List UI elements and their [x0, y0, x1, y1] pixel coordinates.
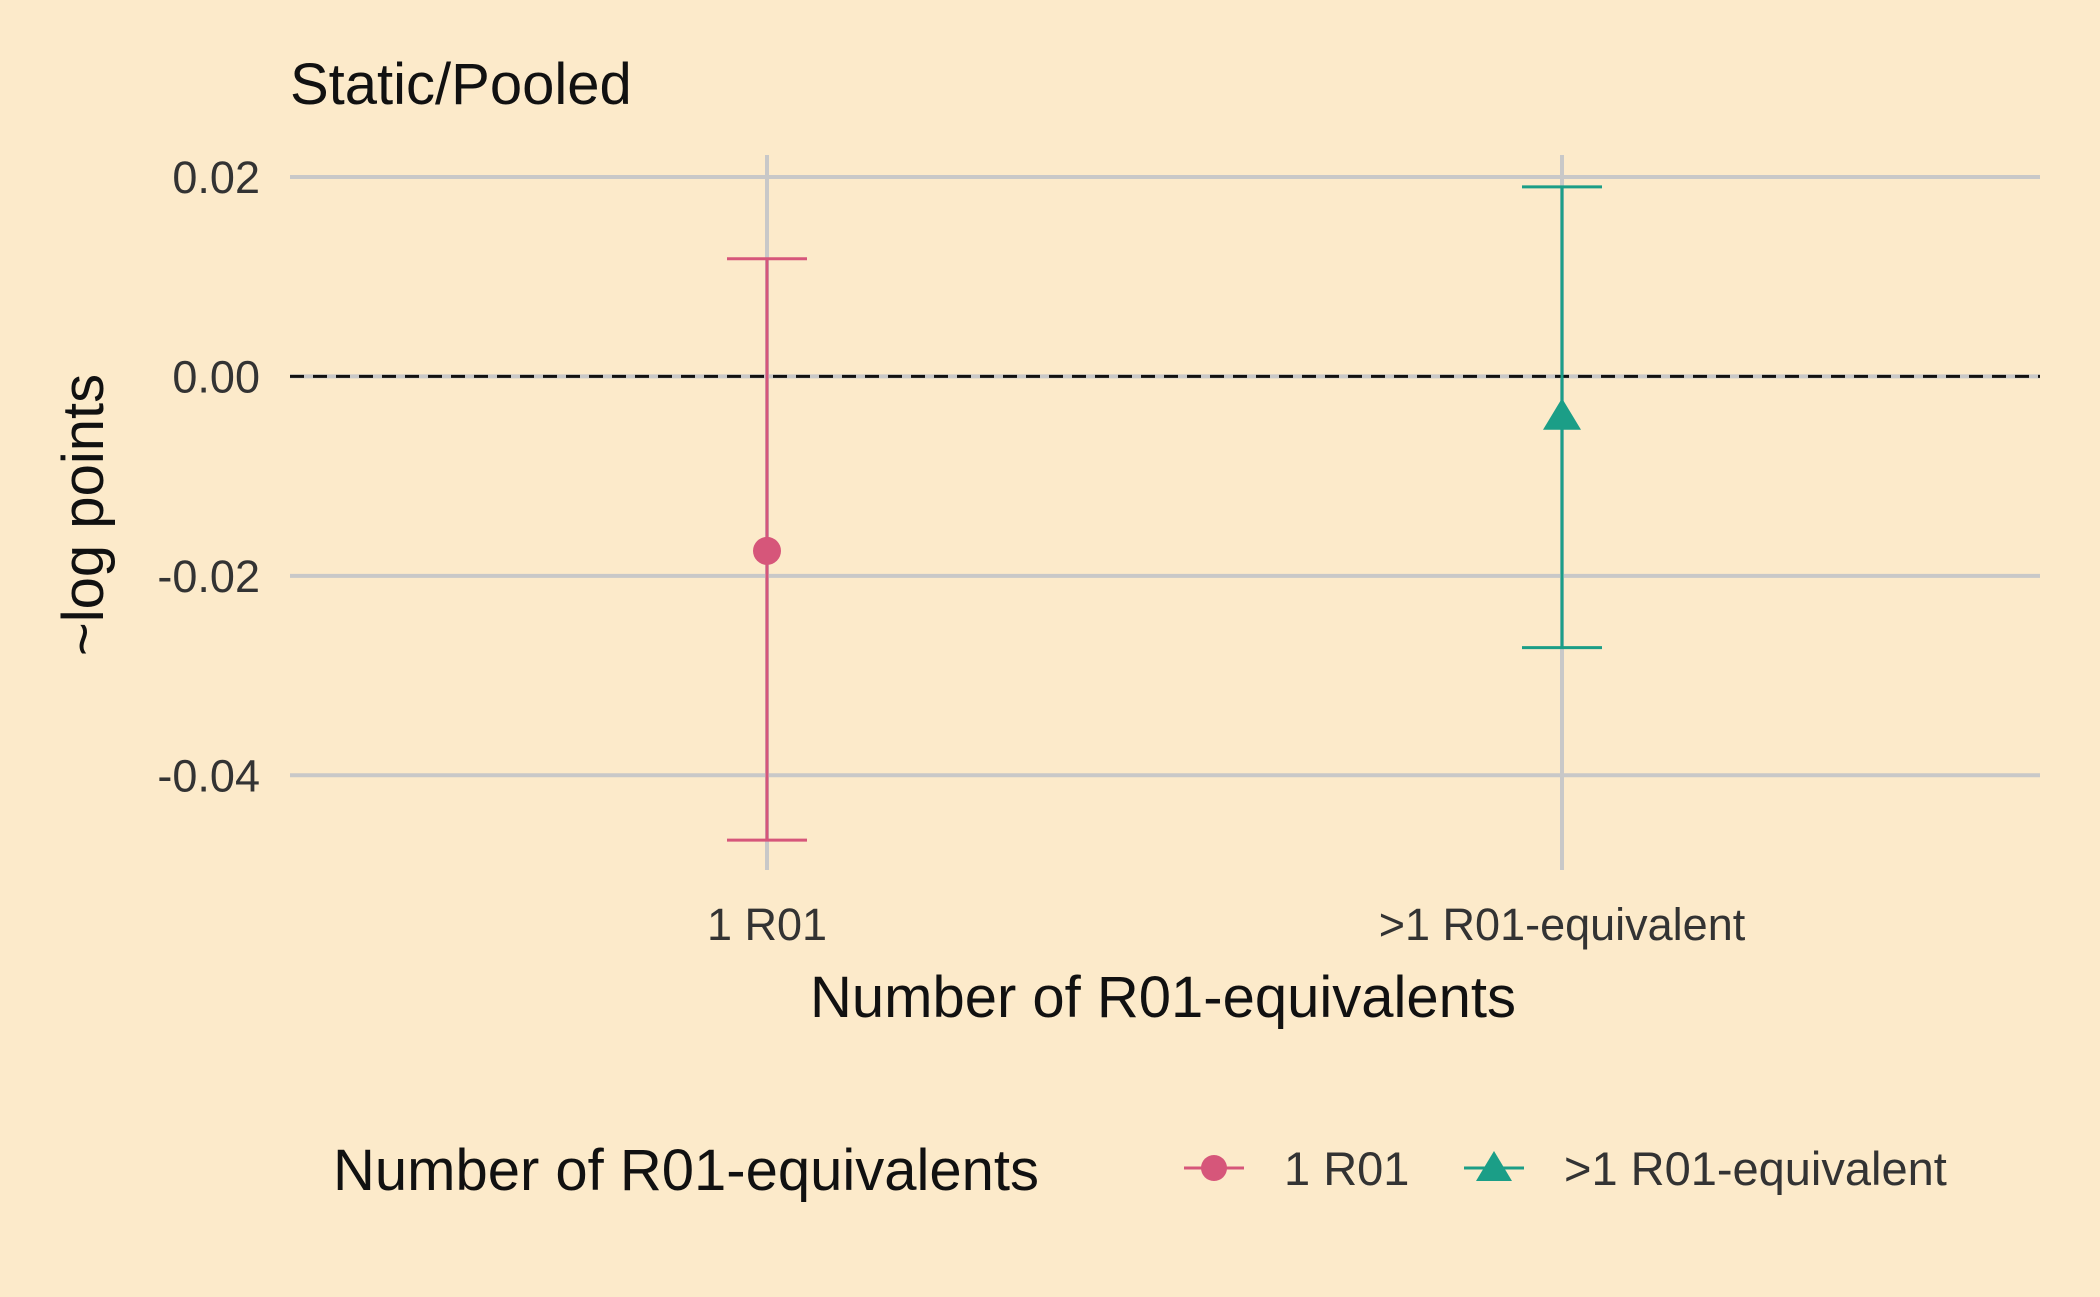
y-tick-label: -0.02 [157, 551, 260, 602]
y-tick-label: 0.00 [172, 351, 260, 402]
y-tick-labels: 0.02 0.00 -0.02 -0.04 [157, 152, 260, 801]
legend-label-1: 1 R01 [1284, 1142, 1409, 1195]
x-axis-title: Number of R01-equivalents [810, 965, 1516, 1030]
legend-title: Number of R01-equivalents [333, 1138, 1039, 1203]
y-tick-label: 0.02 [172, 152, 260, 203]
chart-title: Static/Pooled [290, 52, 632, 117]
x-tick-label: >1 R01-equivalent [1379, 899, 1746, 950]
y-tick-label: -0.04 [157, 750, 260, 801]
point-estimate-2 [1543, 398, 1581, 430]
x-tick-label: 1 R01 [707, 899, 827, 950]
error-bar-marks [727, 185, 1602, 842]
point-estimate-1 [753, 536, 781, 565]
x-tick-labels: 1 R01 >1 R01-equivalent [707, 899, 1746, 950]
legend-key-marker-1 [1201, 1155, 1227, 1181]
y-axis-title: ~log points [51, 374, 116, 656]
legend-key-marker-2 [1476, 1151, 1512, 1181]
legend-items: 1 R01 >1 R01-equivalent [1184, 1142, 1947, 1195]
legend-label-2: >1 R01-equivalent [1564, 1142, 1947, 1195]
legend: Number of R01-equivalents 1 R01 >1 R01-eq… [333, 1138, 1947, 1203]
